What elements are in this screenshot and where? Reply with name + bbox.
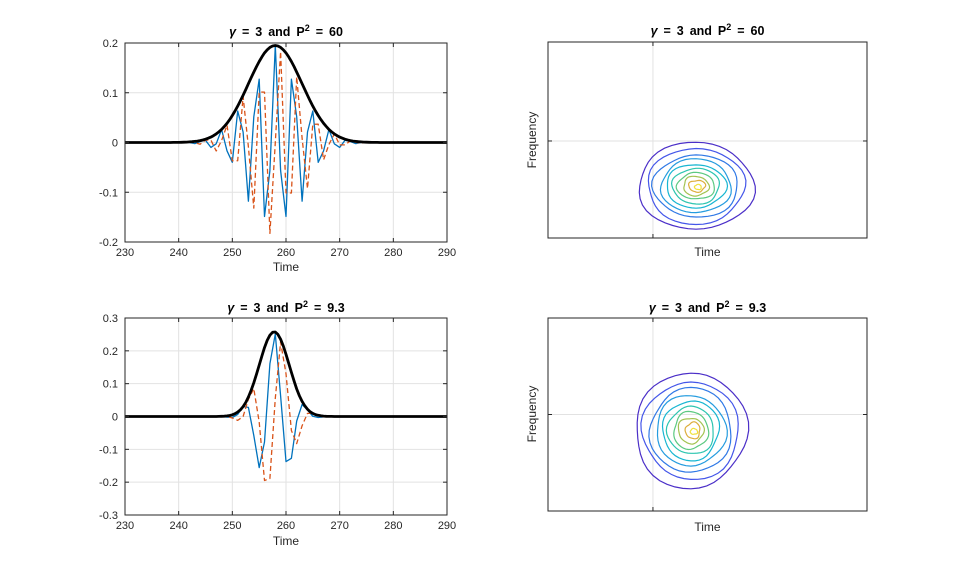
contour-ring: [636, 372, 750, 490]
contour-ring: [659, 158, 732, 214]
contour-rings: [638, 141, 757, 230]
contour-ring: [638, 141, 757, 230]
contour-ring: [675, 171, 715, 200]
title-superscript: 2: [303, 299, 309, 309]
y-tick-label: 0: [112, 412, 118, 424]
series-group: [125, 330, 447, 482]
x-tick-label: 230: [116, 247, 134, 259]
x-tick-label: 260: [277, 520, 295, 532]
x-tick-label: 260: [277, 247, 295, 259]
contour-ring: [648, 386, 732, 473]
y-tick-label: 0.2: [103, 38, 118, 50]
contour-ring: [647, 147, 747, 226]
x-tick-label: 240: [170, 247, 188, 259]
title-text: = 9.3: [729, 301, 767, 316]
contour-plot-3: [547, 317, 868, 512]
contour-ring: [640, 381, 739, 481]
tick-marks: [548, 42, 867, 238]
xlabel-contour-60: Time: [694, 245, 721, 259]
axes-box: [124, 317, 448, 516]
contour-ring: [670, 167, 721, 205]
x-tick-label: 230: [116, 520, 134, 532]
xlabel-wavelet-93: Time: [272, 534, 300, 548]
y-tick-label: -0.2: [99, 477, 118, 489]
contour-ring: [684, 421, 701, 440]
contour-ring: [677, 417, 706, 445]
contour-rings: [636, 372, 750, 490]
axes-box: [547, 317, 868, 512]
xlabel-wavelet-60: Time: [272, 260, 300, 274]
tick-labels: 230 240 250 260 270 280 290 -0.2 -0.1 0 0.1 0.2: [99, 38, 456, 259]
y-tick-label: -0.2: [99, 237, 118, 249]
x-tick-label: 280: [384, 520, 402, 532]
wavelet-plot-2: 230 240 250 260 270 280 290 -0.3 -0.2 -0.1 0 0.1 0.2…: [99, 313, 456, 532]
series-imaginary-part: [125, 50, 447, 235]
y-tick-label: -0.1: [99, 444, 118, 456]
title-superscript: 2: [724, 299, 730, 309]
x-tick-label: 270: [331, 247, 349, 259]
title-text: = 3 and P: [234, 301, 304, 316]
title-superscript: 2: [726, 22, 732, 32]
contour-ring: [665, 405, 714, 454]
series-imaginary-part: [125, 341, 447, 482]
contour-ring: [673, 410, 710, 451]
title-text: = 3 and P: [655, 301, 725, 316]
ylabel-contour-60: Frequency: [525, 111, 539, 169]
contour-plot-1: [547, 41, 868, 239]
axes-box: [547, 41, 868, 239]
gamma-symbol: γ: [227, 301, 235, 316]
contour-ring: [656, 395, 728, 467]
x-tick-label: 270: [331, 520, 349, 532]
contour-ring: [689, 427, 699, 435]
y-tick-label: -0.1: [99, 187, 118, 199]
x-tick-label: 290: [438, 247, 456, 259]
title-text: = 60: [731, 24, 765, 39]
y-tick-label: 0.3: [103, 313, 118, 325]
series-magnitude-envelope: [125, 330, 447, 418]
contour-ring: [693, 183, 702, 191]
ylabel-contour-93: Frequency: [525, 385, 539, 443]
title-contour-60: γ = 3 and P2 = 60: [548, 20, 867, 38]
title-text: = 60: [309, 25, 343, 40]
x-tick-label: 280: [384, 247, 402, 259]
title-text: = 3 and P: [236, 25, 305, 40]
x-tick-label: 240: [170, 520, 188, 532]
axes-box: [124, 42, 448, 243]
y-tick-label: 0.1: [103, 379, 118, 391]
y-tick-label: 0.1: [103, 88, 118, 100]
x-tick-label: 250: [223, 247, 241, 259]
grid-lines: [548, 42, 867, 238]
gamma-symbol: γ: [650, 24, 658, 39]
tick-marks: [548, 318, 867, 511]
title-wavelet-93: γ = 3 and P2 = 9.3: [125, 297, 447, 315]
wavelet-plot-0: 230 240 250 260 270 280 290 -0.2 -0.1 0 0.1 0.2: [99, 38, 456, 259]
tick-labels: 230 240 250 260 270 280 290 -0.3 -0.2 -0.1 0 0.1 0.2…: [99, 313, 456, 532]
series-group: [125, 44, 447, 235]
x-tick-label: 290: [438, 520, 456, 532]
y-tick-label: 0.2: [103, 346, 118, 358]
title-text: = 9.3: [308, 301, 345, 316]
gamma-symbol: γ: [229, 25, 237, 40]
gamma-symbol: γ: [648, 301, 656, 316]
title-wavelet-60: γ = 3 and P2 = 60: [125, 21, 447, 39]
contour-ring: [661, 400, 721, 462]
contour-ring: [650, 154, 738, 218]
y-tick-label: 0: [112, 138, 118, 150]
title-text: = 3 and P: [657, 24, 727, 39]
xlabel-contour-93: Time: [694, 520, 721, 534]
contour-ring: [687, 179, 707, 194]
title-superscript: 2: [304, 23, 310, 33]
contour-ring: [683, 175, 711, 197]
title-contour-93: γ = 3 and P2 = 9.3: [548, 297, 867, 315]
contour-ring: [666, 164, 729, 209]
y-tick-label: -0.3: [99, 510, 118, 522]
series-magnitude-envelope: [125, 44, 447, 144]
x-tick-label: 250: [223, 520, 241, 532]
